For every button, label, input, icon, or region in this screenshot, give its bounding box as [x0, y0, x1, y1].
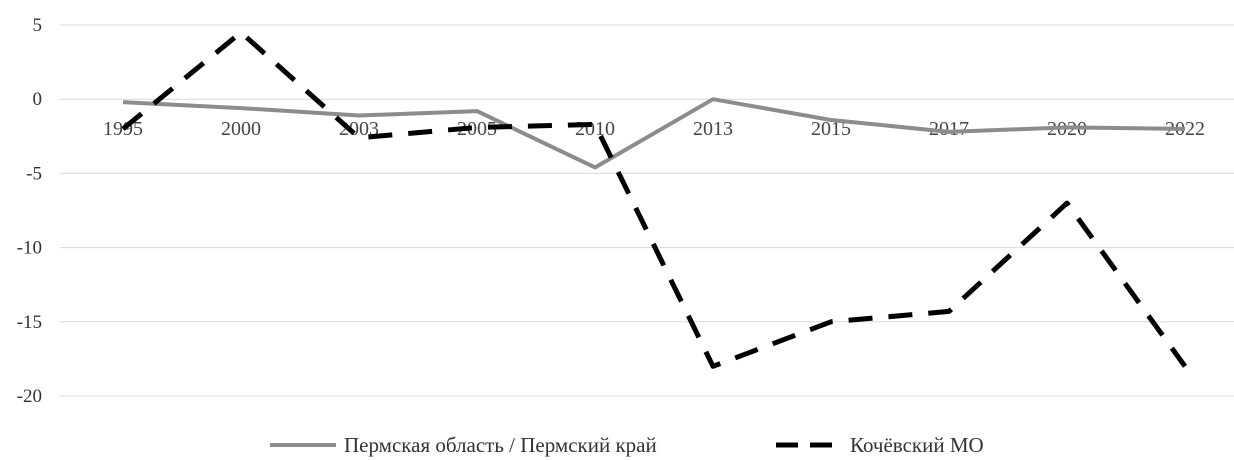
legend-label-kochevo: Кочёвский МО	[850, 433, 984, 457]
x-tick-label-5: 2013	[693, 118, 733, 140]
x-tick-label-4: 2010	[575, 118, 615, 140]
x-tick-label-3: 2005	[457, 118, 497, 140]
y-axis-tick-labels: 5 0 -5 -10 -15 -20	[17, 15, 42, 407]
x-tick-label-0: 1995	[103, 118, 143, 140]
x-tick-label-1: 2000	[221, 118, 261, 140]
x-axis-tick-labels: 1995 2000 2003 2005 2010 2013 2015 2017 2020 2022	[103, 118, 1205, 140]
legend-label-perm: Пермская область / Пермский край	[344, 433, 657, 457]
x-tick-label-6: 2015	[811, 118, 851, 140]
y-tick-label-0: 5	[33, 15, 43, 36]
series-lines	[121, 29, 1188, 369]
series-line-1	[121, 29, 1188, 369]
y-tick-label-5: -20	[17, 386, 42, 407]
y-tick-label-2: -5	[26, 163, 42, 184]
gridlines	[60, 24, 1234, 397]
legend: Пермская область / Пермский край Кочёвск…	[270, 433, 984, 457]
y-tick-label-3: -10	[17, 238, 42, 259]
series-line-0	[122, 97, 1186, 170]
y-tick-label-4: -15	[17, 312, 42, 333]
x-tick-label-9: 2022	[1165, 118, 1205, 140]
y-tick-label-1: 0	[33, 89, 43, 110]
x-tick-label-7: 2017	[929, 118, 969, 140]
